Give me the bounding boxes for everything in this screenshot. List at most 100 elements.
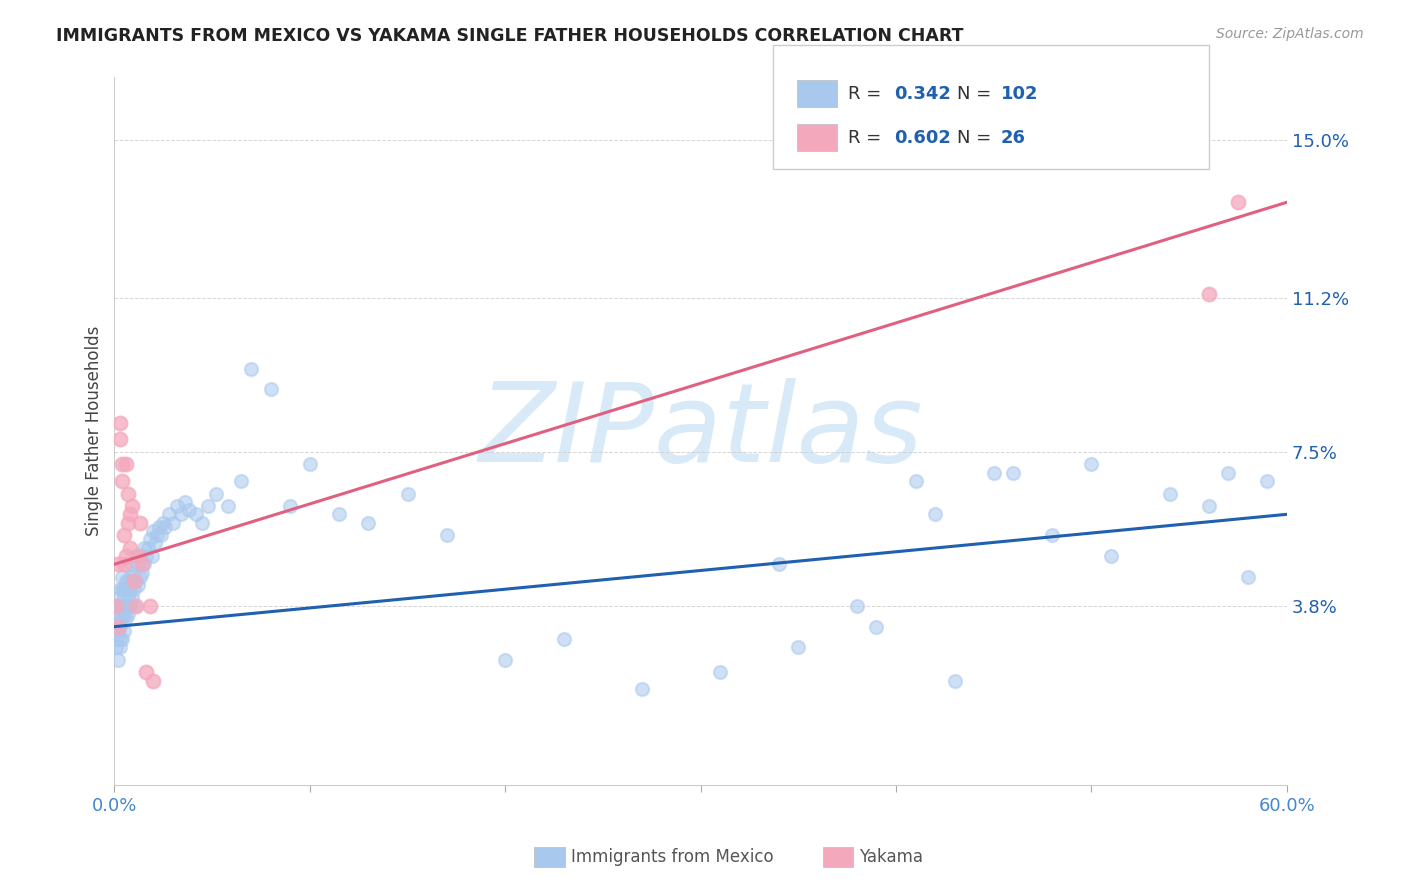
- Text: R =: R =: [848, 85, 887, 103]
- Point: [157, 508, 180, 522]
- Point: [117, 599, 139, 613]
- Point: [170, 508, 193, 522]
- Point: [197, 499, 219, 513]
- Point: [121, 574, 143, 588]
- Point: [298, 458, 321, 472]
- Point: [146, 528, 169, 542]
- Point: [122, 574, 145, 588]
- Point: [142, 524, 165, 538]
- Point: [127, 549, 149, 563]
- Point: [132, 558, 155, 572]
- Point: [110, 632, 132, 647]
- Text: Yakama: Yakama: [859, 848, 924, 866]
- Point: [173, 495, 195, 509]
- Point: [131, 566, 153, 580]
- Point: [115, 599, 138, 613]
- Text: ZIPatlas: ZIPatlas: [478, 377, 922, 484]
- Point: [1080, 458, 1102, 472]
- Point: [118, 599, 141, 613]
- Point: [865, 620, 887, 634]
- Point: [117, 591, 139, 605]
- Point: [436, 528, 458, 542]
- Point: [112, 558, 135, 572]
- Point: [150, 528, 173, 542]
- Point: [110, 416, 132, 430]
- Point: [177, 503, 200, 517]
- Point: [112, 582, 135, 597]
- Point: [110, 607, 132, 622]
- Point: [111, 632, 134, 647]
- Text: IMMIGRANTS FROM MEXICO VS YAKAMA SINGLE FATHER HOUSEHOLDS CORRELATION CHART: IMMIGRANTS FROM MEXICO VS YAKAMA SINGLE …: [56, 27, 963, 45]
- Point: [107, 620, 129, 634]
- Point: [118, 570, 141, 584]
- Point: [112, 599, 135, 613]
- Point: [983, 466, 1005, 480]
- Point: [112, 607, 135, 622]
- Point: [787, 640, 810, 655]
- Point: [1218, 466, 1240, 480]
- Point: [166, 499, 188, 513]
- Point: [111, 474, 134, 488]
- Point: [112, 591, 135, 605]
- Point: [127, 578, 149, 592]
- Point: [155, 520, 177, 534]
- Point: [136, 541, 159, 555]
- Point: [1040, 528, 1063, 542]
- Point: [135, 549, 157, 563]
- Point: [118, 582, 141, 597]
- Point: [709, 665, 731, 680]
- Point: [396, 486, 419, 500]
- Point: [117, 607, 139, 622]
- Text: 26: 26: [1001, 128, 1026, 147]
- Point: [110, 582, 132, 597]
- Point: [105, 640, 128, 655]
- Point: [115, 458, 138, 472]
- Point: [904, 474, 927, 488]
- Point: [117, 574, 139, 588]
- Point: [1198, 499, 1220, 513]
- Point: [111, 599, 134, 613]
- Point: [845, 599, 868, 613]
- Point: [111, 458, 134, 472]
- Point: [494, 653, 516, 667]
- Point: [328, 508, 350, 522]
- Point: [115, 611, 138, 625]
- Point: [186, 508, 208, 522]
- Text: R =: R =: [848, 128, 887, 147]
- Point: [105, 632, 128, 647]
- Point: [128, 570, 150, 584]
- Point: [1198, 286, 1220, 301]
- Point: [1236, 570, 1258, 584]
- Point: [112, 528, 135, 542]
- Point: [131, 558, 153, 572]
- Point: [145, 536, 167, 550]
- Point: [121, 591, 143, 605]
- Point: [115, 582, 138, 597]
- Point: [205, 486, 228, 500]
- Point: [107, 591, 129, 605]
- Text: N =: N =: [957, 128, 997, 147]
- Point: [135, 665, 157, 680]
- Point: [110, 640, 132, 655]
- Point: [1002, 466, 1025, 480]
- Point: [127, 558, 149, 572]
- Point: [111, 582, 134, 597]
- Point: [1226, 195, 1249, 210]
- Point: [121, 558, 143, 572]
- Point: [128, 549, 150, 563]
- Point: [117, 516, 139, 530]
- Point: [1099, 549, 1122, 563]
- Point: [110, 599, 132, 613]
- Text: 102: 102: [1001, 85, 1039, 103]
- Point: [110, 433, 132, 447]
- Point: [117, 486, 139, 500]
- Point: [107, 653, 129, 667]
- Point: [125, 549, 148, 563]
- Point: [631, 681, 654, 696]
- Text: 0.602: 0.602: [894, 128, 950, 147]
- Point: [132, 541, 155, 555]
- Point: [121, 499, 143, 513]
- Point: [107, 624, 129, 638]
- Point: [115, 549, 138, 563]
- Point: [110, 620, 132, 634]
